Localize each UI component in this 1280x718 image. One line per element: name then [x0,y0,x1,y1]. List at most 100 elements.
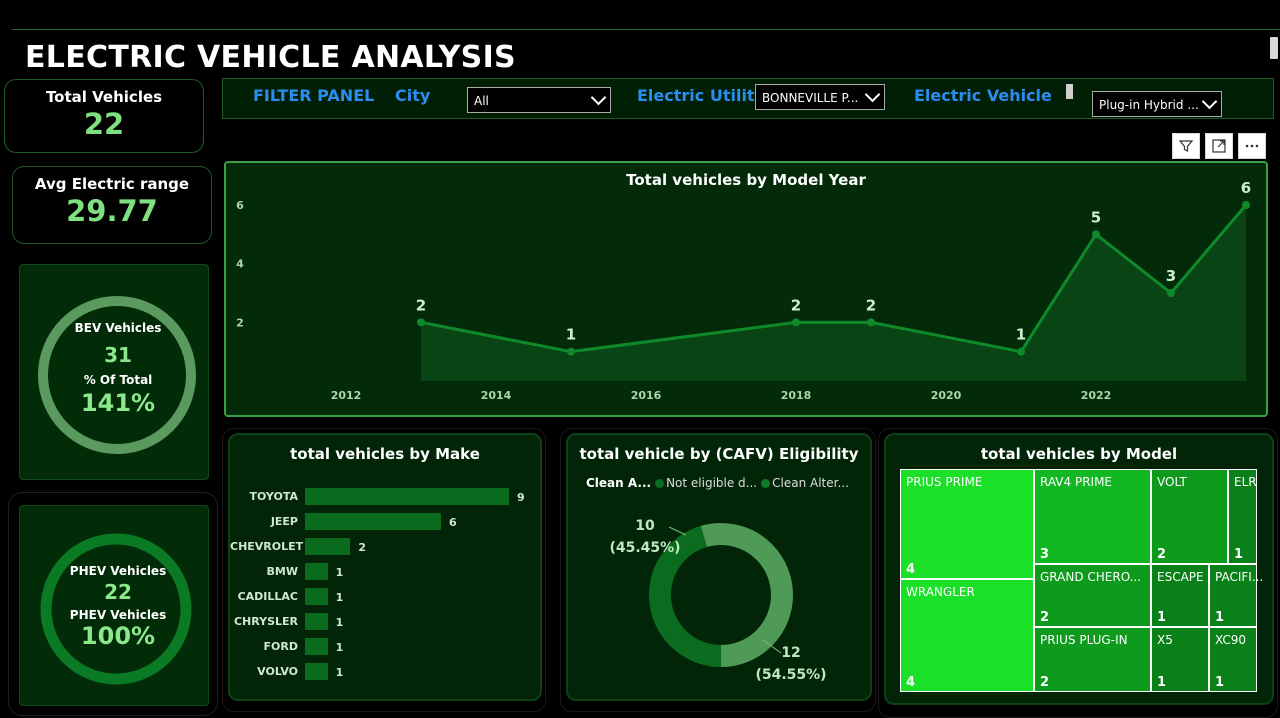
model-year-chart-title: Total vehicles by Model Year [626,171,866,189]
phev-ring [40,533,192,685]
data-label: 2 [866,296,876,314]
x-tick-label: 2016 [631,389,662,402]
treemap-tile-label: GRAND CHERO... [1040,570,1142,584]
data-label: 1 [1016,326,1026,344]
bar-category-label: VOLVO [257,665,298,678]
bar[interactable] [305,488,509,505]
donut-slice [649,523,793,667]
bar[interactable] [305,588,328,605]
bar-category-label: TOYOTA [249,490,298,503]
cafv-legend-title: Clean A... [586,476,652,490]
treemap-tile[interactable]: WRANGLER 4 [900,579,1034,692]
treemap-tile[interactable]: X5 1 [1151,627,1209,692]
bar-category-label: CHEVROLET [230,540,304,553]
city-dropdown-value: All [474,94,489,108]
cafv-donut: 10 (45.45%) 12 (54.55%) [609,518,826,683]
filter-icon[interactable] [1172,133,1200,159]
phev-pct: 100% [80,622,156,650]
bar-value-label: 9 [517,491,525,504]
phev-panel: PHEV Vehicles 22 PHEV Vehicles 100% [19,505,209,706]
make-chart-title: total vehicles by Make [290,445,480,463]
treemap-tile[interactable]: XC90 1 [1209,627,1257,692]
treemap-tile-label: ELR [1234,475,1257,489]
chevron-down-icon [1201,93,1218,110]
donut-leader-line [762,639,782,654]
y-tick-label: 6 [236,199,244,212]
treemap-tile-label: VOLT [1157,475,1187,489]
x-tick-label: 2012 [331,389,362,402]
slicer-scroll-handle[interactable] [1066,84,1073,99]
treemap-tile-value: 1 [1157,610,1167,625]
make-chart: total vehicles by Make TOYOTA 9 JEEP 6 CHEVR… [228,433,542,701]
bev-value: 31 [104,343,132,367]
filter-panel-label: FILTER PANEL [253,86,375,105]
data-label: 3 [1166,267,1176,285]
kpi-total-vehicles: Total Vehicles 22 [4,79,204,153]
page-scrollbar[interactable] [1270,37,1278,59]
data-point [1017,347,1025,356]
header-divider [12,29,1280,30]
treemap-tile-label: RAV4 PRIME [1040,475,1112,489]
donut-percent-label: (45.45%) [609,540,680,556]
treemap-area: PRIUS PRIME 4 WRANGLER 4 RAV4 PRIME 3 GRAND CH… [900,469,1263,692]
treemap-tile-value: 4 [906,562,916,577]
bev-text: BEV Vehicles 31 % Of Total 141% [48,321,188,417]
legend-dot-not-eligible [655,479,665,488]
treemap-tile-value: 1 [1234,547,1244,562]
treemap-tile-value: 1 [1157,675,1167,690]
kpi-total-vehicles-value: 22 [83,107,125,141]
treemap-tile-label: PACIFI... [1215,570,1264,584]
treemap-tile-value: 4 [906,675,916,690]
bar-value-label: 1 [335,591,344,604]
series-line [420,204,1248,354]
bar[interactable] [305,538,351,555]
more-options-icon[interactable] [1238,133,1266,159]
model-year-chart: Total vehicles by Model Year 2 1 2 2 1 5 3 6 201… [224,161,1268,417]
treemap-tile[interactable]: ESCAPE 1 [1151,564,1209,627]
utility-filter-label: Electric Utility [637,86,765,105]
treemap-tile-value: 2 [1157,547,1167,562]
ev-type-dropdown[interactable]: Plug-in Hybrid ... [1092,91,1222,117]
phev-label: PHEV Vehicles [69,564,167,578]
data-point [417,318,425,327]
bar-category-label: BMW [266,565,298,578]
treemap-tile[interactable]: PACIFI... 1 [1209,564,1263,627]
bar-category-label: CADILLAC [237,590,298,603]
bev-panel: BEV Vehicles 31 % Of Total 141% [19,264,209,480]
model-treemap: total vehicles by Model PRIUS PRIME 4 WRAN… [884,433,1274,705]
treemap-tile[interactable]: PRIUS PLUG-IN 2 [1034,627,1151,692]
treemap-tile[interactable]: RAV4 PRIME 3 [1034,469,1151,564]
data-label: 5 [1091,208,1101,226]
phev-text: PHEV Vehicles 22 PHEV Vehicles 100% [48,564,188,650]
x-tick-label: 2020 [931,389,962,402]
cafv-chart-title: total vehicle by (CAFV) Eligibility [579,445,859,463]
treemap-tile[interactable]: GRAND CHERO... 2 [1034,564,1151,627]
treemap-tile-label: WRANGLER [906,585,975,599]
bar-value-label: 1 [335,666,344,679]
treemap-tile[interactable]: PRIUS PRIME 4 [900,469,1034,579]
x-tick-label: 2022 [1081,389,1112,402]
bar[interactable] [305,563,328,580]
chevron-down-icon [864,86,881,103]
city-dropdown[interactable]: All [467,87,611,113]
area-fill [421,205,1246,381]
kpi-avg-range-value: 29.77 [66,194,158,228]
bar[interactable] [305,663,328,680]
focus-mode-icon[interactable] [1205,133,1233,159]
treemap-tile[interactable]: ELR 1 [1228,469,1257,564]
bar-value-label: 6 [449,516,457,529]
utility-dropdown[interactable]: BONNEVILLE P... [755,84,885,110]
bar[interactable] [305,513,441,530]
treemap-tile[interactable]: VOLT 2 [1151,469,1228,564]
donut-leader-line [668,526,687,536]
treemap-tile-label: PRIUS PRIME [906,475,983,489]
bar-value-label: 1 [335,641,344,654]
bar-category-label: FORD [263,640,298,653]
bar[interactable] [305,613,328,630]
bar-value-label: 2 [358,541,366,554]
data-label: 2 [416,296,426,314]
ev-filter-label: Electric Vehicle [914,86,1052,105]
legend-dot-clean-alt [761,479,771,488]
bar[interactable] [305,638,328,655]
bar-value-label: 1 [335,566,344,579]
